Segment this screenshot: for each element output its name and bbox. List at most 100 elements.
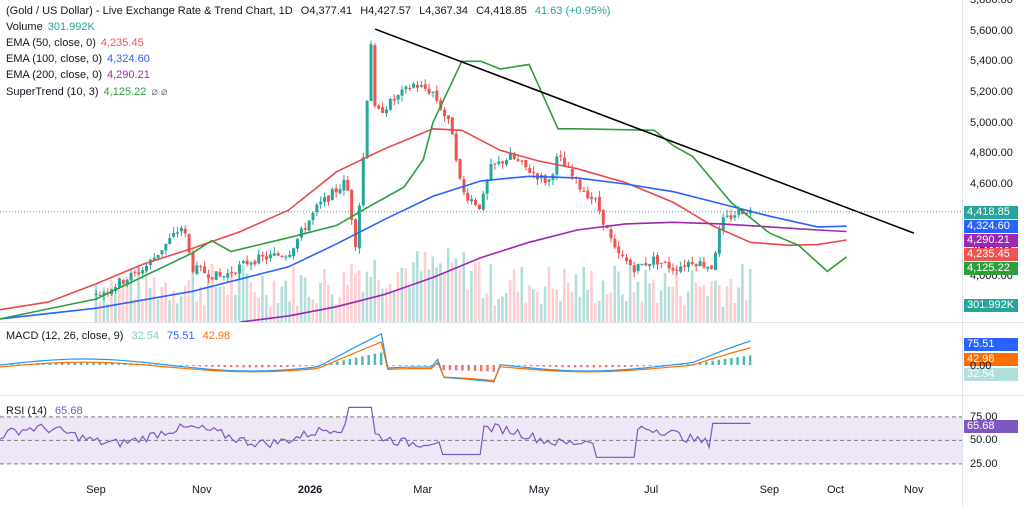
candle-body bbox=[497, 161, 501, 164]
time-tick-label: Sep bbox=[759, 484, 780, 496]
macd-histogram-bar bbox=[592, 365, 596, 368]
macd-histogram-bar bbox=[423, 365, 427, 366]
macd-histogram-bar bbox=[179, 365, 183, 366]
volume-bar bbox=[234, 294, 237, 322]
macd-histogram-bar bbox=[361, 356, 364, 365]
candle-body bbox=[338, 189, 342, 194]
volume-bar bbox=[702, 285, 706, 322]
price-badge: 301.992K bbox=[964, 299, 1018, 313]
volume-bar bbox=[156, 299, 160, 322]
candle-body bbox=[330, 189, 334, 201]
volume-bar bbox=[481, 297, 485, 322]
macd-histogram-bar bbox=[536, 365, 539, 367]
candle-body bbox=[210, 277, 214, 280]
candle-body bbox=[187, 234, 191, 253]
macd-histogram-bar bbox=[311, 365, 314, 367]
candle-body bbox=[98, 295, 102, 297]
candle-body bbox=[226, 273, 230, 278]
rsi-value: 65.68 bbox=[55, 405, 83, 417]
macd-legend[interactable]: MACD (12, 26, close, 9) 32.54 75.51 42.9… bbox=[6, 330, 235, 342]
macd-histogram-bar bbox=[392, 365, 395, 367]
ema100-legend[interactable]: EMA (100, close, 0) 4,324.60 bbox=[6, 53, 155, 65]
macd-histogram-bar bbox=[48, 363, 52, 365]
candle-body bbox=[493, 163, 497, 165]
macd-histogram-bar bbox=[104, 362, 108, 365]
macd-histogram-bar bbox=[254, 365, 258, 368]
candle-body bbox=[361, 157, 365, 206]
candle-body bbox=[427, 88, 431, 94]
macd-histogram-bar bbox=[642, 365, 646, 367]
candle-body bbox=[520, 160, 524, 162]
macd-histogram-bar bbox=[329, 362, 333, 365]
candle-body bbox=[671, 268, 675, 271]
candle-body bbox=[388, 99, 392, 110]
volume-bar bbox=[725, 286, 729, 322]
supertrend-legend[interactable]: SuperTrend (10, 3) 4,125.22 ⌀ ⌀ bbox=[6, 85, 173, 98]
volume-legend[interactable]: Volume 301.992K bbox=[6, 21, 100, 33]
pane-separator bbox=[0, 322, 1024, 323]
volume-bar bbox=[222, 286, 226, 322]
macd-histogram-bar bbox=[548, 365, 552, 367]
volume-bar bbox=[655, 303, 659, 322]
candle-body bbox=[555, 156, 559, 175]
volume-bar bbox=[427, 269, 431, 322]
candle-body bbox=[319, 201, 323, 205]
candle-body bbox=[350, 189, 354, 220]
symbol-title[interactable]: (Gold / US Dollar) - Live Exchange Rate … bbox=[6, 5, 293, 17]
ema50-line bbox=[0, 127, 847, 311]
macd-histogram-bar bbox=[473, 365, 477, 371]
candle-body bbox=[470, 199, 474, 202]
volume-bar bbox=[520, 266, 524, 322]
volume-bar bbox=[288, 301, 291, 322]
candle-body bbox=[501, 161, 505, 164]
macd-badge: 75.51 bbox=[964, 338, 1018, 351]
macd-histogram-bar bbox=[54, 362, 58, 365]
candle-body bbox=[621, 254, 625, 257]
volume-bar bbox=[555, 289, 558, 322]
macd-histogram-bar bbox=[279, 365, 283, 368]
candle-body bbox=[133, 271, 137, 273]
ema50-legend[interactable]: EMA (50, close, 0) 4,235.45 bbox=[6, 37, 149, 49]
volume-bar bbox=[721, 306, 725, 322]
volume-bar bbox=[175, 303, 179, 322]
macd-histogram-bar bbox=[204, 365, 208, 367]
macd-histogram-bar bbox=[111, 362, 114, 365]
ema200-legend[interactable]: EMA (200, close, 0) 4,290.21 bbox=[6, 69, 155, 81]
macd-zero-label: 0.00 bbox=[970, 360, 992, 372]
ohlc-low: L4,367.34 bbox=[419, 5, 468, 17]
rsi-badge: 65.68 bbox=[964, 419, 1018, 433]
volume-value: 301.992K bbox=[47, 21, 95, 33]
volume-bar bbox=[261, 276, 264, 322]
candle-body bbox=[323, 197, 327, 203]
candle-body bbox=[94, 293, 98, 295]
volume-bar bbox=[210, 264, 214, 322]
macd-histogram-bar bbox=[223, 365, 227, 368]
rsi-legend[interactable]: RSI (14) 65.68 bbox=[6, 405, 88, 417]
volume-bar bbox=[539, 304, 543, 322]
price-badge: 4,290.21 bbox=[964, 234, 1018, 248]
volume-bar bbox=[470, 270, 473, 322]
signal-line bbox=[0, 341, 751, 382]
macd-histogram-bar bbox=[267, 365, 270, 368]
candle-body bbox=[725, 215, 729, 217]
volume-bar bbox=[408, 286, 411, 322]
candle-body bbox=[570, 169, 574, 177]
volume-bar bbox=[714, 280, 717, 322]
macd-histogram-bar bbox=[730, 357, 733, 365]
macd-histogram-bar bbox=[580, 365, 583, 368]
macd-histogram-bar bbox=[117, 363, 120, 365]
macd-histogram-bar bbox=[242, 365, 245, 368]
supertrend-value: 4,125.22 bbox=[103, 86, 147, 98]
macd-histogram-bar bbox=[154, 364, 158, 365]
volume-bar bbox=[477, 261, 481, 322]
candle-body bbox=[284, 256, 288, 258]
macd-histogram-bar bbox=[542, 365, 546, 367]
volume-bar bbox=[741, 263, 744, 322]
macd-histogram-bar bbox=[286, 365, 289, 367]
volume-bar bbox=[98, 301, 102, 322]
macd-histogram-bar bbox=[586, 365, 589, 368]
candle-body bbox=[466, 192, 470, 201]
candle-body bbox=[365, 100, 369, 159]
